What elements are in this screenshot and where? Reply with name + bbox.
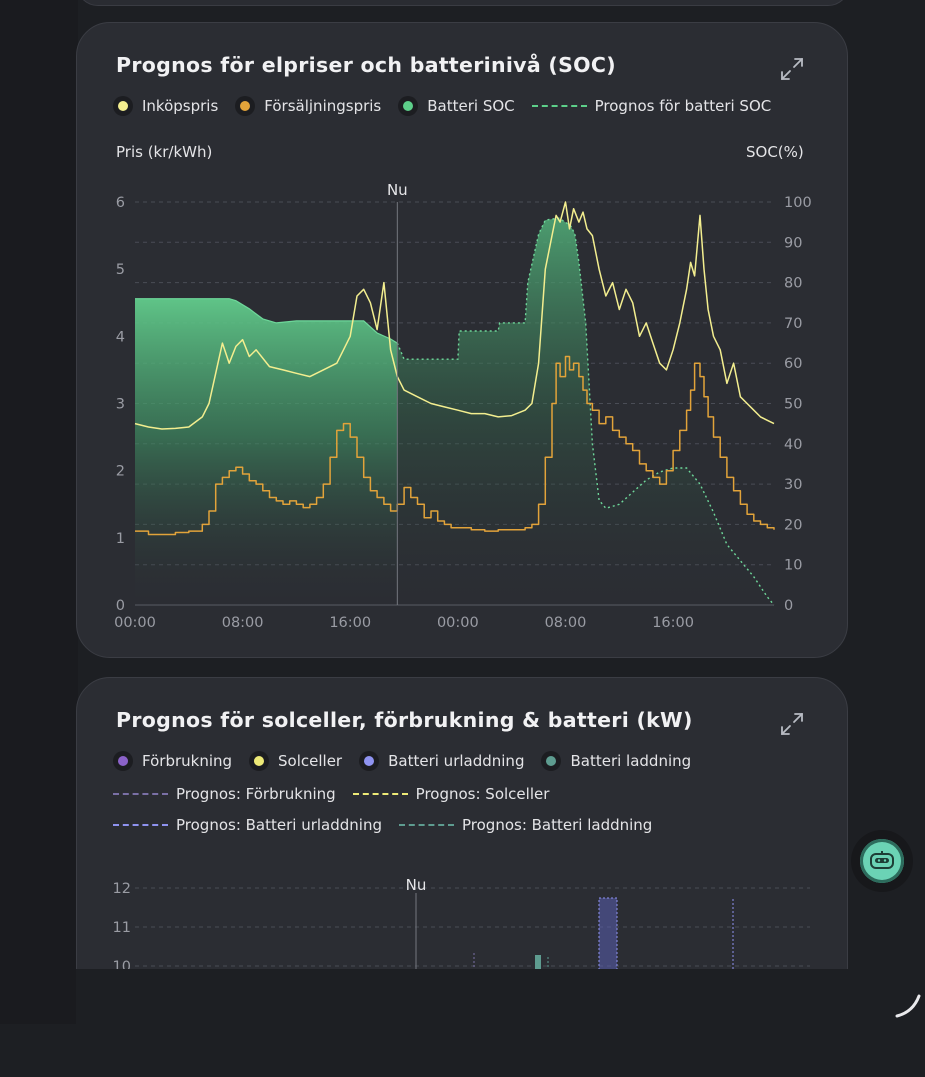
legend-dash-icon: [352, 793, 408, 795]
right-axis-title: SOC(%): [746, 143, 804, 161]
soc-forecast-line: [396, 217, 775, 606]
right-axis-tick: 100: [784, 195, 812, 211]
left-axis-tick: 6: [116, 195, 125, 211]
legend-label: Förbrukning: [142, 752, 233, 770]
legend-label: Inköpspris: [142, 97, 219, 115]
legend-dot-icon: [254, 756, 265, 766]
right-axis-tick: 30: [784, 477, 802, 493]
left-axis-tick: 11: [113, 920, 131, 936]
legend-dot-icon: [118, 101, 128, 111]
sell-price-line: [135, 355, 775, 536]
legend-item[interactable]: Försäljningspris: [235, 97, 381, 115]
price-soc-card: Prognos för elpriser och batterinivå (SO…: [76, 22, 848, 658]
legend-item[interactable]: Prognos för batteri SOC: [531, 97, 772, 115]
chart-legend: Förbrukning Solceller Batteri urladdning Ba…: [113, 752, 708, 770]
left-axis-title: Pris (kr/kWh): [116, 143, 213, 161]
legend-item[interactable]: Prognos: Solceller: [352, 785, 550, 803]
right-axis-tick: 40: [784, 437, 802, 453]
right-axis-tick: 0: [784, 598, 793, 614]
legend-item[interactable]: Prognos: Batteri laddning: [399, 816, 652, 834]
purchase-price-line: [134, 201, 775, 430]
solar-consumption-card: Prognos för solceller, förbrukning & bat…: [76, 677, 848, 1077]
legend-item[interactable]: Förbrukning: [113, 752, 232, 770]
legend-label: Batteri SOC: [427, 97, 515, 115]
background-left: [0, 0, 78, 1024]
right-axis-tick: 20: [784, 517, 802, 533]
expand-icon[interactable]: [779, 56, 805, 82]
right-axis-tick: 80: [784, 276, 802, 292]
legend-item[interactable]: Prognos: Batteri urladdning: [113, 816, 382, 834]
legend-item[interactable]: Solceller: [249, 752, 342, 770]
legend-dash-icon: [113, 793, 168, 795]
assistant-button[interactable]: [851, 830, 913, 892]
legend-item[interactable]: Batteri laddning: [541, 752, 691, 770]
legend-label: Solceller: [278, 752, 343, 770]
right-axis-tick: 60: [784, 356, 802, 372]
right-axis-tick: 70: [784, 316, 802, 332]
chart-legend-forecast: Prognos: Förbrukning Prognos: Solceller: [113, 785, 566, 803]
left-axis-tick: 12: [113, 881, 131, 897]
chart-legend-forecast-battery: Prognos: Batteri urladdning Prognos: Batt…: [113, 816, 669, 834]
now-label: Nu: [387, 181, 408, 199]
x-axis-tick: 08:00: [545, 615, 587, 631]
right-axis-tick: 50: [784, 397, 802, 413]
legend-label: Prognos för batteri SOC: [594, 97, 772, 115]
left-axis-tick: 5: [116, 262, 125, 278]
left-axis-tick: 3: [116, 397, 125, 413]
card-title: Prognos för solceller, förbrukning & bat…: [116, 708, 693, 732]
legend-label: Prognos: Batteri laddning: [462, 816, 653, 834]
legend-dash-icon: [113, 824, 168, 826]
x-axis-tick: 00:00: [437, 615, 479, 631]
legend-label: Försäljningspris: [264, 97, 382, 115]
legend-dash-icon: [399, 824, 454, 826]
robot-icon: [860, 839, 904, 883]
x-axis-tick: 16:00: [329, 615, 371, 631]
left-axis-tick: 0: [116, 598, 125, 614]
legend-dot-icon: [240, 101, 251, 111]
legend-dot-icon: [403, 101, 414, 111]
expand-icon[interactable]: [779, 711, 805, 737]
soc-line: [135, 298, 398, 344]
legend-label: Batteri laddning: [570, 752, 692, 770]
legend-dot-icon: [118, 756, 128, 766]
legend-item[interactable]: Batteri urladdning: [359, 752, 524, 770]
legend-label: Prognos: Batteri urladdning: [176, 816, 382, 834]
left-axis-tick: 4: [116, 329, 125, 345]
legend-item[interactable]: Batteri SOC: [398, 97, 515, 115]
soc-area: [135, 298, 398, 605]
right-axis-tick: 90: [784, 235, 802, 251]
left-axis-tick: 2: [116, 464, 125, 480]
legend-dot-icon: [546, 756, 557, 766]
legend-item[interactable]: Inköpspris: [113, 97, 218, 115]
resize-corner-icon: [895, 994, 921, 1018]
right-axis-tick: 10: [784, 558, 802, 574]
legend-label: Prognos: Förbrukning: [176, 785, 336, 803]
card-title: Prognos för elpriser och batterinivå (SO…: [116, 53, 616, 77]
previous-card-edge: [76, 0, 850, 6]
legend-label: Batteri urladdning: [388, 752, 525, 770]
legend-label: Prognos: Solceller: [415, 785, 550, 803]
legend-dot-icon: [364, 756, 375, 766]
x-axis-tick: 16:00: [652, 615, 694, 631]
x-axis-tick: 00:00: [114, 615, 156, 631]
legend-dash-icon: [531, 105, 587, 107]
legend-item[interactable]: Prognos: Förbrukning: [113, 785, 336, 803]
left-axis-tick: 1: [116, 531, 125, 547]
viewport-clip: [76, 969, 848, 1077]
forecast-discharge-bar: [598, 897, 618, 979]
charge-bar: [535, 955, 541, 977]
now-label: Nu: [406, 876, 427, 894]
chart-legend: Inköpspris Försäljningspris Batteri SOC Pro…: [113, 97, 788, 115]
x-axis-tick: 08:00: [222, 615, 264, 631]
soc-forecast-area: [397, 218, 774, 605]
